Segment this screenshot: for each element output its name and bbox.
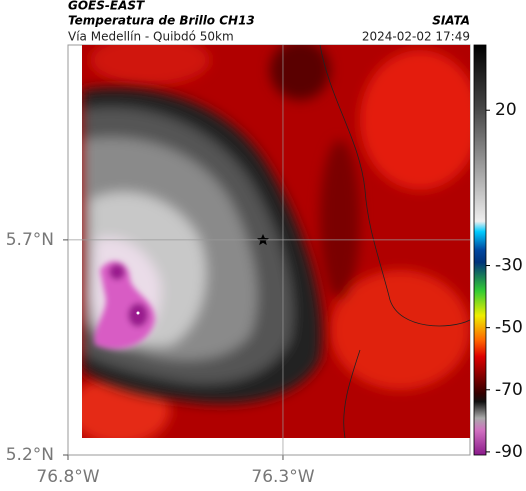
boundary-line [319,45,470,438]
satellite-image [82,45,470,438]
min-temp-marker [136,311,140,315]
warm-patches [82,45,470,438]
colorbar-tick-label: -70 [495,380,523,400]
subtitle: Temperatura de Brillo CH13 [68,14,255,28]
x-tick-label: 76.8°W [36,467,99,487]
colorbar [473,44,487,456]
source: SIATA [432,14,470,28]
coldest-tops [94,261,155,349]
y-tick-label: 5.7°N [6,230,54,250]
y-tick-label: 5.2°N [6,445,54,465]
colorbar-tick-label: -50 [495,318,523,338]
timestamp: 2024-02-02 17:49 [362,30,470,44]
colorbar-tick-label: 20 [495,100,517,120]
x-tick-label: 76.3°W [251,467,314,487]
colorbar-tick-label: -30 [495,256,523,276]
colorbar-tick-label: -90 [495,442,523,462]
title: GOES-EAST [68,0,145,13]
route: Vía Medellín - Quibdó 50km [68,30,234,44]
